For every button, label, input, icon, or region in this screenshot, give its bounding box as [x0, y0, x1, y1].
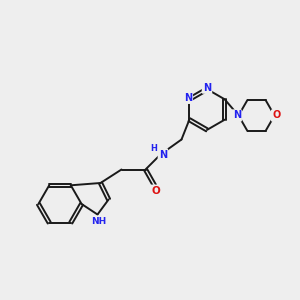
Text: O: O [272, 110, 281, 121]
Text: N: N [203, 82, 211, 93]
Text: N: N [184, 93, 192, 103]
Text: H: H [151, 144, 157, 153]
Text: NH: NH [92, 217, 106, 226]
Text: N: N [159, 149, 167, 160]
Text: O: O [152, 186, 160, 196]
Text: N: N [232, 110, 241, 121]
